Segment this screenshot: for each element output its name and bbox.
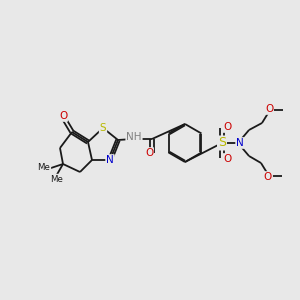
Text: S: S [100,123,106,133]
Text: Me: Me [51,175,63,184]
Text: O: O [223,154,231,164]
Text: O: O [145,148,153,158]
Text: O: O [59,111,67,121]
Text: N: N [106,155,114,165]
Text: S: S [218,136,226,149]
Text: O: O [223,122,231,132]
Text: NH: NH [126,132,142,142]
Text: N: N [236,138,244,148]
Text: O: O [265,104,273,114]
Text: Me: Me [38,164,50,172]
Text: O: O [264,172,272,182]
